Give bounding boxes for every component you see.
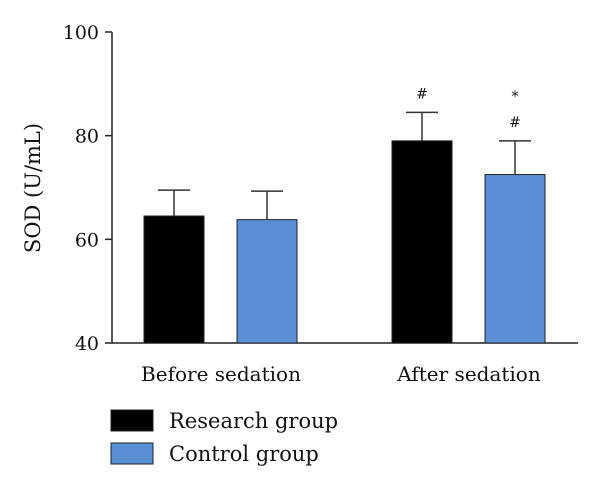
significance-mark: # [509, 115, 521, 131]
y-axis-title: SOD (U/mL) [21, 123, 45, 253]
bar [236, 219, 298, 344]
legend-swatch [110, 442, 154, 465]
error-bar [158, 189, 190, 217]
y-axis: 40 60 80 100 [63, 22, 113, 355]
legend-label: Control group [169, 442, 319, 466]
x-axis: Before sedation After sedation [112, 342, 578, 386]
x-category-label: After sedation [396, 362, 541, 386]
bars [143, 140, 546, 344]
legend-item: Control group [110, 442, 319, 466]
legend-item: Research group [110, 409, 338, 433]
y-tick-label: 60 [75, 229, 99, 251]
y-tick-label: 100 [63, 22, 99, 44]
bar [391, 140, 453, 344]
error-bars [158, 111, 531, 220]
error-bar [499, 140, 531, 175]
significance-mark: # [416, 86, 428, 102]
legend: Research group Control group [110, 409, 338, 466]
y-tick-label: 80 [75, 126, 99, 148]
bar [143, 215, 205, 344]
significance-marks: # * # [416, 86, 521, 131]
bar [484, 174, 546, 344]
legend-swatch [110, 409, 154, 432]
error-bar [406, 111, 438, 141]
error-bar [251, 190, 283, 220]
legend-label: Research group [169, 409, 338, 433]
significance-mark: * [512, 89, 519, 105]
x-category-label: Before sedation [141, 362, 301, 386]
y-tick-label: 40 [75, 333, 99, 355]
